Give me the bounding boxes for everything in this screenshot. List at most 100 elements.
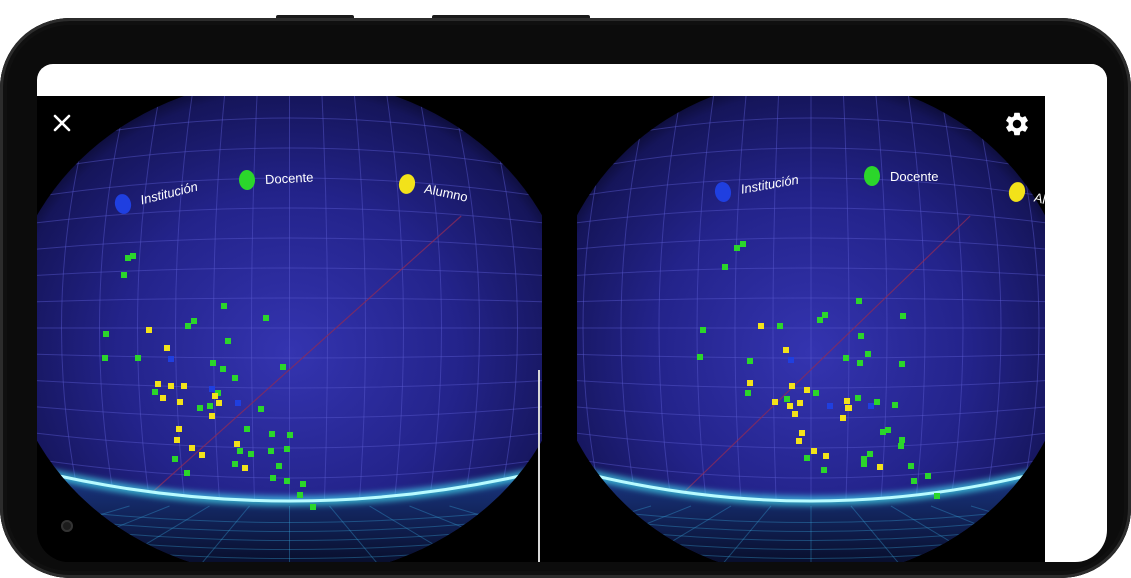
scatter-point-docente xyxy=(207,403,213,409)
scatter-point-docente xyxy=(899,437,905,443)
scatter-point-docente xyxy=(135,355,141,361)
scatter-point-docente xyxy=(911,478,917,484)
scatter-point-docente xyxy=(821,467,827,473)
scatter-point-alumno xyxy=(177,399,183,405)
scatter-point-docente xyxy=(121,272,127,278)
scatter-point-alumno xyxy=(792,411,798,417)
scatter-point-alumno xyxy=(216,400,222,406)
scatter-point-docente xyxy=(861,456,867,462)
scatter-point-docente xyxy=(697,354,703,360)
scatter-point-alumno xyxy=(181,383,187,389)
scatter-point-docente xyxy=(185,323,191,329)
scatter-point-docente xyxy=(900,313,906,319)
scatter-point-alumno xyxy=(199,452,205,458)
scatter-point-docente xyxy=(263,315,269,321)
scatter-point-docente xyxy=(232,461,238,467)
scatter-point-alumno xyxy=(845,405,851,411)
scatter-point-docente xyxy=(857,360,863,366)
scatter-point-docente xyxy=(700,327,706,333)
gear-icon xyxy=(1006,112,1028,136)
scatter-point-institucion xyxy=(209,386,215,392)
scatter-point-docente xyxy=(722,264,728,270)
scatter-point-docente xyxy=(268,448,274,454)
scatter-point-docente xyxy=(300,481,306,487)
scatter-point-docente xyxy=(103,331,109,337)
scatter-point-docente xyxy=(284,446,290,452)
scatter-point-docente xyxy=(817,317,823,323)
scatter-point-docente xyxy=(221,303,227,309)
scatter-point-docente xyxy=(232,375,238,381)
scatter-point-institucion xyxy=(168,356,174,362)
scatter-point-alumno xyxy=(789,383,795,389)
scatter-point-alumno xyxy=(844,398,850,404)
legend-item-institucion: Institución xyxy=(114,179,199,214)
scatter-point-docente xyxy=(284,478,290,484)
front-camera xyxy=(61,520,73,532)
scatter-point-alumno xyxy=(823,453,829,459)
legend-label-docente: Docente xyxy=(265,170,314,188)
scatter-point-docente xyxy=(861,461,867,467)
scatter-point-docente xyxy=(885,427,891,433)
scatter-point-docente xyxy=(867,451,873,457)
scatter-point-alumno xyxy=(797,400,803,406)
scatter-point-alumno xyxy=(796,438,802,444)
scatter-point-docente xyxy=(280,364,286,370)
scatter-point-alumno xyxy=(160,395,166,401)
scatter-point-docente xyxy=(822,312,828,318)
scatter-point-docente xyxy=(191,318,197,324)
scatter-point-alumno xyxy=(242,465,248,471)
scatter-point-docente xyxy=(125,255,131,261)
scatter-point-alumno xyxy=(840,415,846,421)
scatter-point-docente xyxy=(248,451,254,457)
scatter-point-alumno xyxy=(209,413,215,419)
scatter-point-docente xyxy=(855,395,861,401)
legend-item-docente: Docente xyxy=(864,166,938,186)
scatter-point-docente xyxy=(925,473,931,479)
settings-button[interactable] xyxy=(1003,110,1031,138)
scatter-point-docente xyxy=(899,361,905,367)
scatter-point-docente xyxy=(813,390,819,396)
vr-divider-line[interactable] xyxy=(538,370,540,562)
vr-view-left[interactable]: Institución Docente Alumno xyxy=(37,96,542,562)
status-bar xyxy=(37,64,1107,96)
scatter-point-docente xyxy=(184,470,190,476)
scatter-point-alumno xyxy=(168,383,174,389)
scatter-point-docente xyxy=(892,402,898,408)
scatter-point-docente xyxy=(130,253,136,259)
scatter-point-docente xyxy=(244,426,250,432)
scatter-point-docente xyxy=(220,366,226,372)
close-button[interactable] xyxy=(51,112,73,134)
scatter-point-docente xyxy=(747,358,753,364)
scatter-point-docente xyxy=(784,396,790,402)
scatter-point-institucion xyxy=(827,403,833,409)
scatter-point-alumno xyxy=(176,426,182,432)
legend-dot-institucion xyxy=(714,182,732,202)
scatter-point-docente xyxy=(858,333,864,339)
scatter-point-alumno xyxy=(804,387,810,393)
scatter-point-alumno xyxy=(155,381,161,387)
legend-dot-docente xyxy=(238,170,256,190)
scatter-point-alumno xyxy=(234,441,240,447)
scatter-point-institucion xyxy=(868,403,874,409)
scatter-point-institucion xyxy=(235,400,241,406)
scatter-point-docente xyxy=(934,493,940,499)
scatter-point-docente xyxy=(804,455,810,461)
scatter-point-docente xyxy=(210,360,216,366)
legend-dot-alumno xyxy=(1008,182,1026,202)
scatter-point-docente xyxy=(197,405,203,411)
vr-view-right[interactable]: Institución Docente Alumno xyxy=(577,96,1045,562)
screen-edge-strip xyxy=(1045,64,1107,562)
scatter-point-docente xyxy=(258,406,264,412)
scatter-point-docente xyxy=(287,432,293,438)
scatter-point-alumno xyxy=(212,393,218,399)
scatter-point-alumno xyxy=(811,448,817,454)
legend-dot-institucion xyxy=(114,194,132,214)
scatter-point-alumno xyxy=(747,380,753,386)
scatter-point-docente xyxy=(297,492,303,498)
scatter-point-alumno xyxy=(758,323,764,329)
close-icon xyxy=(53,114,71,132)
scatter-point-alumno xyxy=(877,464,883,470)
scatter-point-docente xyxy=(874,399,880,405)
